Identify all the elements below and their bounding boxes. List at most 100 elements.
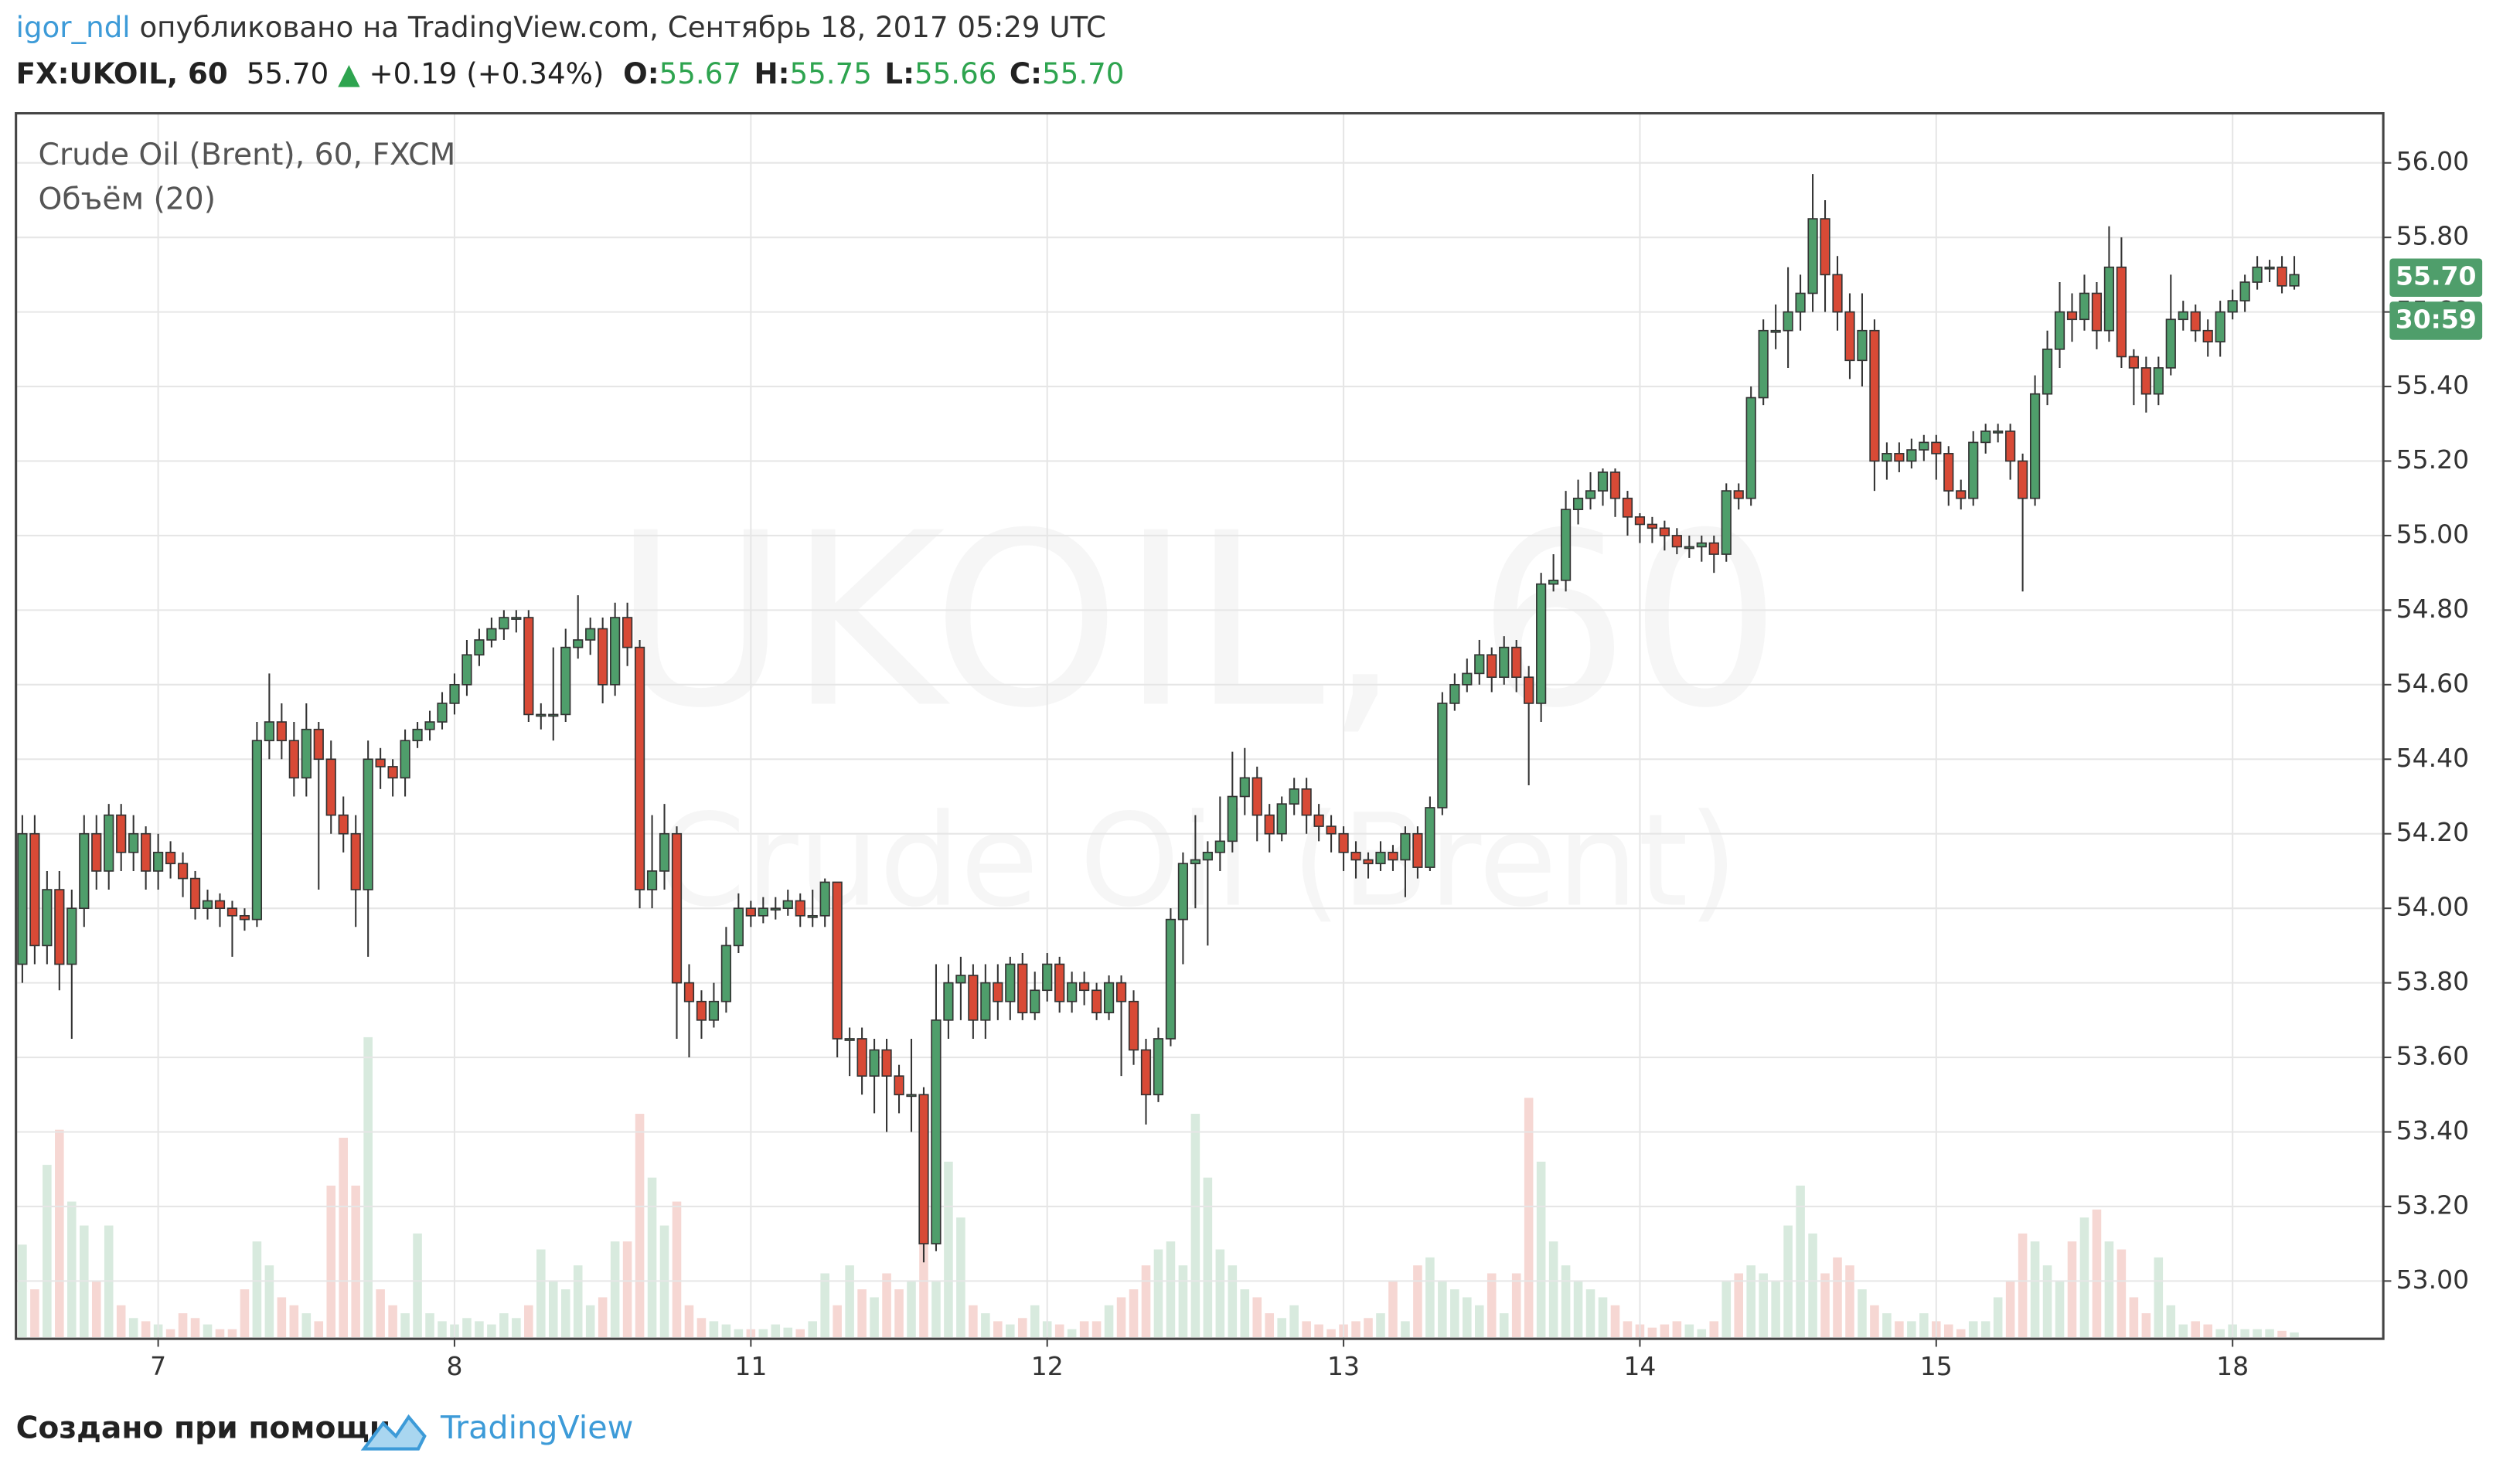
author[interactable]: igor_ndl (16, 11, 131, 44)
published: опубликовано на TradingView.com, Сентябр… (139, 11, 1106, 44)
candle-body (1548, 579, 1559, 585)
volume-bar (43, 1165, 52, 1338)
candle-body (807, 914, 818, 918)
volume-bar (2104, 1241, 2114, 1338)
volume-bar (1203, 1177, 1213, 1338)
candle-body (931, 1019, 942, 1244)
y-axis: 53.00 53.20 53.40 53.60 53.80 54.00 54.20 54.40… (2383, 146, 2469, 1295)
candle-body (1115, 982, 1127, 1002)
x-tick-label: 11 (734, 1351, 767, 1381)
volume-bar (1450, 1289, 1459, 1338)
volume-bar (91, 1281, 101, 1338)
candle-body (622, 617, 633, 648)
candle-body (511, 617, 522, 620)
volume-bar (795, 1329, 805, 1338)
candle-body (819, 881, 830, 917)
candle-body (29, 832, 40, 947)
volume-bar (67, 1201, 77, 1338)
volume-bar (560, 1289, 570, 1338)
candle-body (1252, 777, 1262, 816)
volume-bar (1289, 1305, 1299, 1338)
candle-body (251, 740, 263, 921)
volume-bar (1524, 1098, 1534, 1338)
volume-bar (820, 1273, 829, 1338)
volume-bar (1141, 1265, 1151, 1338)
candle-body (2066, 311, 2078, 321)
volume-bar (585, 1305, 595, 1338)
volume-bar (2055, 1281, 2065, 1338)
volume-bar (400, 1313, 410, 1338)
volume-bar (1351, 1321, 1360, 1338)
volume-bar (1401, 1321, 1410, 1338)
volume-label: Объём (20) (39, 182, 216, 217)
volume-bar (1252, 1297, 1262, 1338)
volume-bar (425, 1313, 434, 1338)
candle-body (17, 832, 28, 965)
y-tick-label: 55.40 (2396, 370, 2470, 400)
candle-body (2079, 292, 2090, 321)
volume-bar (1882, 1313, 1892, 1338)
volume-bar (709, 1321, 719, 1338)
volume-bar (647, 1177, 657, 1338)
candle-body (2165, 318, 2176, 369)
volume-bar (289, 1305, 299, 1338)
candle-body (1128, 1000, 1139, 1051)
candle-layer (17, 174, 2300, 1263)
candle-body (1326, 825, 1337, 835)
volume-bar (696, 1318, 707, 1338)
candle-body (1313, 814, 1324, 827)
volume-bar (499, 1313, 509, 1338)
volume-bar (1511, 1273, 1521, 1338)
candle-body (288, 740, 299, 779)
candle-body (128, 832, 139, 853)
volume-bar (1943, 1324, 1953, 1338)
candle-body (1375, 852, 1386, 865)
candle-body (1671, 535, 1682, 548)
candle-body (79, 832, 90, 909)
volume-bar (252, 1241, 262, 1338)
volume-bar (1364, 1318, 1373, 1338)
y-tick-label: 56.00 (2396, 146, 2470, 176)
volume-bar (870, 1297, 879, 1338)
volume-bar (1153, 1249, 1163, 1338)
candle-body (1079, 982, 1090, 992)
candle-body (1956, 490, 1967, 499)
candle-body (1177, 863, 1189, 921)
y-tick-label: 53.60 (2396, 1041, 2470, 1071)
footer-created: Создано при помощи (16, 1411, 391, 1445)
volume-bar (2191, 1321, 2201, 1338)
quote-line: FX:UKOIL, 60 55.70 ▲ +0.19 (+0.34%) O:55.… (16, 57, 1125, 90)
candle-body (486, 628, 497, 641)
candle-body (412, 728, 423, 741)
volume-bar (894, 1289, 904, 1338)
volume-bar (351, 1185, 360, 1338)
candle-body (634, 646, 645, 890)
volume-bar (1314, 1324, 1323, 1338)
volume-bar (969, 1305, 978, 1338)
volume-bar (1474, 1305, 1484, 1338)
ohlc-key: L: (884, 57, 914, 90)
volume-bar (1919, 1313, 1929, 1338)
volume-bar (1734, 1273, 1744, 1338)
footer-brand[interactable]: TradingView (440, 1409, 633, 1446)
volume-bar (1956, 1329, 1966, 1338)
volume-bar (141, 1321, 151, 1338)
volume-bar (1870, 1305, 1879, 1338)
candle-body (1202, 852, 1213, 861)
volume-bar (833, 1305, 842, 1338)
candle-body (2029, 393, 2041, 499)
candle-body (832, 881, 843, 1040)
candle-body (1634, 516, 1646, 526)
candle-body (1684, 546, 1694, 550)
volume-bar (907, 1281, 916, 1338)
volume-bar (771, 1324, 781, 1338)
volume-bar (1438, 1281, 1447, 1338)
volume-bar (128, 1318, 138, 1338)
volume-bar (1486, 1273, 1497, 1338)
candle-body (856, 1038, 867, 1077)
volume-bar (339, 1138, 349, 1338)
y-tick-label: 55.20 (2396, 444, 2470, 475)
candle-body (1388, 852, 1398, 861)
pane-border (15, 112, 2385, 1340)
candle-body (2215, 311, 2225, 343)
